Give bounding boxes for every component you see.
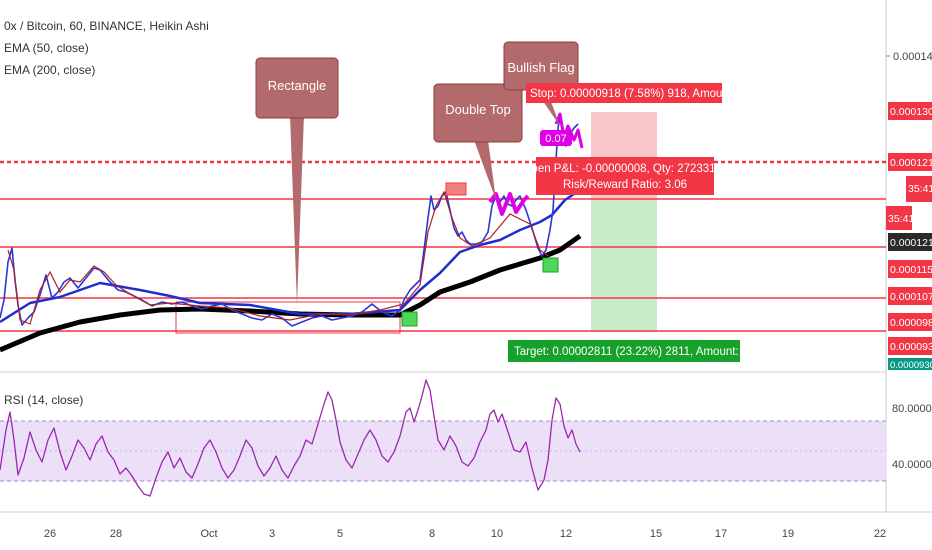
secondary-price-line[interactable] <box>7 190 549 325</box>
price-label-box[interactable] <box>888 260 932 278</box>
pattern-value-badge[interactable] <box>540 130 572 146</box>
double-top-callout-label: Double Top <box>445 102 511 117</box>
price-label-box[interactable] <box>888 153 932 171</box>
price-label: 0.00010733 <box>890 291 932 303</box>
buy-marker[interactable] <box>542 257 559 273</box>
buy-marker[interactable] <box>401 311 418 327</box>
pnl-label: Open P&L: -0.00000008, Qty: 27233115 <box>522 163 727 175</box>
price-label-box[interactable] <box>888 233 932 251</box>
price-axis-tick-label: 0.00014000 <box>893 51 932 63</box>
ema200-line[interactable] <box>0 233 582 353</box>
rsi-axis-tick-label: 80.0000 <box>892 403 932 415</box>
countdown-box[interactable] <box>906 176 932 202</box>
time-axis-tick-label: 3 <box>269 528 275 540</box>
time-axis-tick-label: 12 <box>560 528 572 540</box>
countdown-label: 35:41 <box>888 213 914 225</box>
double-top-callout-pointer <box>474 140 496 200</box>
time-axis-tick-label: 22 <box>874 528 886 540</box>
stop-label: Stop: 0.00000918 (7.58%) 918, Amount: 75… <box>530 88 758 100</box>
ema200-legend: EMA (200, close) <box>4 63 95 77</box>
rsi-indicator[interactable]: RSI (14, close) 80.0000 40.0000 <box>0 379 932 497</box>
risk-reward-label: Risk/Reward Ratio: 3.06 <box>563 179 687 191</box>
time-axis-tick-label: 8 <box>429 528 435 540</box>
rectangle-callout[interactable] <box>255 57 339 119</box>
rsi-line[interactable] <box>0 379 581 497</box>
time-axis-tick-label: 17 <box>715 528 727 540</box>
horizontal-levels[interactable] <box>0 160 886 332</box>
time-axis-tick-label: 10 <box>491 528 503 540</box>
price-label: 0.00012125 <box>890 157 932 169</box>
price-label: 0.00012107 <box>890 237 932 249</box>
price-label: 0.00013025 <box>890 106 932 118</box>
stop-label-box[interactable] <box>526 83 722 103</box>
price-label: 0.00009306 <box>890 360 932 371</box>
rsi-axis-tick-label: 40.0000 <box>892 459 932 471</box>
price-label-box[interactable] <box>888 358 932 370</box>
price-line[interactable] <box>0 117 579 327</box>
time-axis-tick-label: 15 <box>650 528 662 540</box>
chart-title: 0x / Bitcoin, 60, BINANCE, Heikin Ashi <box>4 19 209 33</box>
pnl-label-box[interactable] <box>536 157 714 195</box>
time-axis-tick-label: 5 <box>337 528 343 540</box>
price-pane[interactable] <box>0 0 886 366</box>
pattern-value-label: 0.07 <box>545 133 566 145</box>
price-label-box[interactable] <box>888 287 932 305</box>
time-axis-tick-label: 28 <box>110 528 122 540</box>
target-label-box[interactable] <box>508 340 740 362</box>
time-axis-tick-label: 26 <box>44 528 56 540</box>
rsi-band <box>0 421 886 481</box>
bullish-flag-pattern-line[interactable] <box>554 112 584 149</box>
countdown-box[interactable] <box>886 206 912 230</box>
price-axis[interactable]: 0.00014000 0.00013025 0.00012125 35:41 3… <box>886 51 932 371</box>
bullish-flag-callout-label: Bullish Flag <box>507 60 574 75</box>
double-top-callout[interactable] <box>433 83 523 143</box>
countdown-label: 35:41 <box>908 183 932 195</box>
price-label: 0.00011537 <box>890 264 932 276</box>
sell-marker[interactable] <box>445 182 467 196</box>
target-zone[interactable] <box>591 200 657 332</box>
price-label-box[interactable] <box>888 337 932 355</box>
ema50-legend: EMA (50, close) <box>4 41 89 55</box>
price-label: 0.00009313 <box>890 341 932 353</box>
rectangle-callout-label: Rectangle <box>268 78 327 93</box>
double-top-pattern-line[interactable] <box>488 192 530 216</box>
time-axis-tick-label: Oct <box>200 528 217 540</box>
time-axis[interactable]: 26 28 Oct 3 5 8 10 12 15 17 19 22 <box>44 528 886 540</box>
price-label: 0.00009849 <box>890 317 932 329</box>
rectangle-callout-pointer <box>290 115 304 305</box>
time-axis-tick-label: 19 <box>782 528 794 540</box>
price-label-box[interactable] <box>888 313 932 331</box>
target-label: Target: 0.00002811 (23.22%) 2811, Amount… <box>514 346 783 358</box>
price-label-box[interactable] <box>888 102 932 120</box>
rsi-title: RSI (14, close) <box>4 393 83 407</box>
